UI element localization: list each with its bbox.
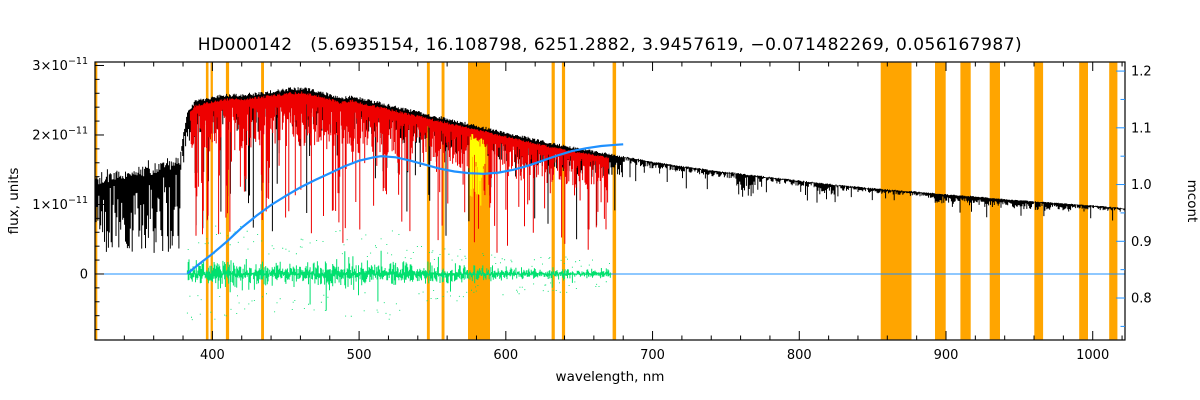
y-left-tick-label: 1×10−11 (32, 195, 88, 213)
y-right-tick-label: 0.8 (1131, 292, 1152, 307)
masked-region (1079, 62, 1088, 340)
y-axis-label-left: flux, units (6, 168, 22, 235)
x-tick-label: 700 (640, 348, 665, 363)
y-right-tick-label: 1.2 (1131, 65, 1152, 80)
x-tick-label: 1000 (1076, 348, 1109, 363)
masked-region (441, 62, 445, 340)
y-left-tick-label: 2×10−11 (32, 126, 88, 144)
x-tick-label: 800 (787, 348, 812, 363)
x-axis-label: wavelength, nm (556, 369, 665, 385)
masked-region (551, 62, 555, 340)
x-tick-label: 400 (200, 348, 225, 363)
y-axis-label-right: mcont (1184, 180, 1200, 223)
masked-region (1034, 62, 1044, 340)
y-right-tick-label: 1.0 (1131, 178, 1152, 193)
masked-region (426, 62, 430, 340)
masked-region (210, 62, 213, 340)
chart-title: HD000142 (5.6935154, 16.108798, 6251.288… (198, 35, 1022, 55)
continuum-correction-curve (186, 143, 624, 275)
synthetic-spectrum (189, 91, 609, 253)
masked-region (1109, 62, 1118, 340)
y-right-tick-label: 1.1 (1131, 121, 1152, 136)
x-tick-label: 500 (347, 348, 372, 363)
y-left-tick-label: 0 (80, 268, 88, 283)
x-tick-label: 600 (493, 348, 518, 363)
plot-layers: 0 1×10−11 2×10−11 3×10−11 400 500 600 700 800 900… (32, 56, 1151, 363)
axis-ticks (95, 62, 1123, 340)
y-left-tick-label: 3×10−11 (32, 56, 88, 74)
residual-spectrum (186, 250, 612, 311)
line-mask-spectrum (469, 134, 486, 206)
right-axis-ticks (1116, 70, 1125, 327)
residual-scatter-dots (186, 225, 610, 321)
x-tick-label: 900 (934, 348, 959, 363)
masked-region (960, 62, 971, 340)
masked-region (561, 62, 566, 340)
masked-region (935, 62, 946, 340)
plot-frame (94, 61, 1126, 341)
y-right-tick-label: 0.9 (1131, 235, 1152, 250)
masked-region (880, 62, 912, 340)
